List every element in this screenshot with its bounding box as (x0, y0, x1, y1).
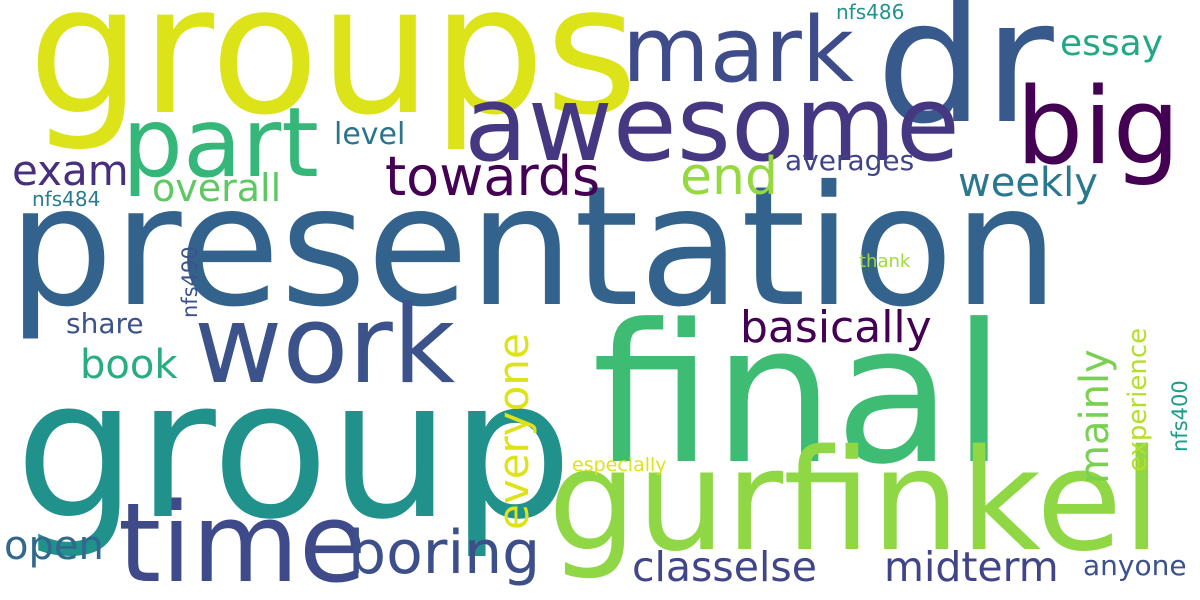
word-part: part (122, 87, 319, 199)
word-level: level (334, 117, 406, 152)
word-share: share (66, 307, 144, 340)
word-gurfinkel: gurfinkel (548, 420, 1162, 583)
word-thank: thank (859, 251, 911, 272)
word-essay: essay (1060, 23, 1164, 64)
word-midterm: midterm (884, 543, 1059, 591)
word-time: time (118, 479, 367, 600)
word-open: open (4, 523, 104, 569)
word-final: final (592, 284, 1006, 507)
word-averages: averages (785, 144, 915, 177)
word-boring: boring (348, 518, 541, 588)
word-especially: especially (572, 454, 667, 476)
word-nfs490: nfs490 (178, 246, 202, 318)
word-everyone: everyone (489, 333, 538, 530)
word-nfs400: nfs400 (1168, 380, 1192, 452)
word-end: end (680, 147, 778, 207)
word-classelse: classelse (632, 543, 817, 591)
word-nfs484: nfs484 (32, 187, 101, 211)
word-dr: dr (876, 0, 1054, 162)
word-overall: overall (152, 166, 282, 210)
word-big: big (1016, 65, 1181, 188)
word-nfs486: nfs486 (836, 0, 905, 24)
word-exam: exam (12, 146, 129, 195)
word-presentation: presentation (8, 151, 1059, 344)
word-groups: groups (28, 0, 638, 154)
word-weekly: weekly (958, 160, 1098, 206)
word-book: book (80, 342, 178, 388)
word-mainly: mainly (1072, 349, 1118, 484)
word-mark: mark (622, 0, 854, 103)
word-basically: basically (740, 302, 932, 353)
word-awesome: awesome (464, 63, 960, 185)
word-work: work (194, 283, 456, 408)
word-towards: towards (385, 145, 601, 208)
word-experience: experience (1123, 327, 1153, 472)
word-group: group (15, 339, 573, 562)
word-anyone: anyone (1083, 549, 1187, 582)
